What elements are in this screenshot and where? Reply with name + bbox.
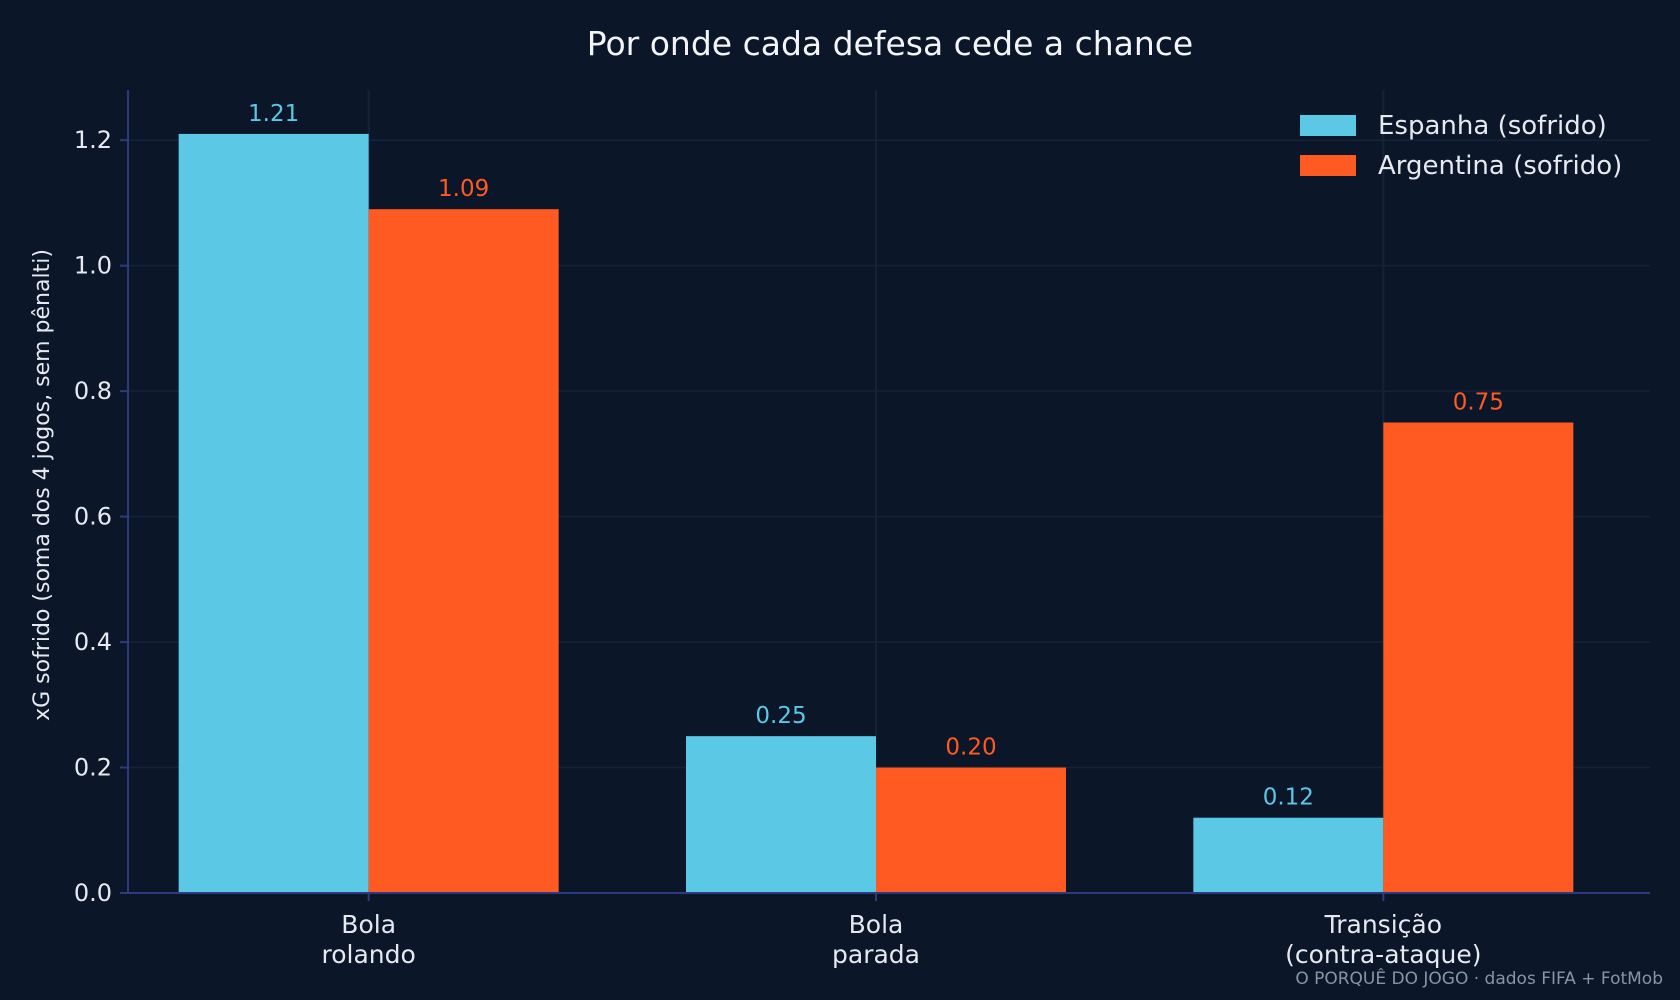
legend-swatch: [1300, 155, 1356, 176]
y-tick-label: 0.0: [74, 879, 112, 907]
x-tick-label-line: Transição: [1324, 910, 1442, 939]
bars-layer: [178, 133, 1574, 893]
y-tick-label: 0.4: [74, 628, 112, 656]
bar-espanha: [686, 736, 876, 893]
x-tick-label-line: parada: [832, 940, 920, 969]
bar-argentina: [1383, 422, 1574, 893]
x-tick-label: Bola rolando: [322, 910, 416, 969]
x-tick-label-line: (contra-ataque): [1285, 940, 1481, 969]
value-label: 0.75: [1453, 389, 1504, 415]
bar-espanha: [1193, 817, 1384, 893]
legend-label: Argentina (sofrido): [1378, 151, 1622, 181]
value-label: 0.20: [945, 735, 996, 761]
value-label: 1.21: [248, 101, 299, 127]
bar-argentina: [368, 209, 559, 893]
value-label: 1.09: [438, 176, 489, 202]
y-tick-label: 1.0: [74, 252, 112, 280]
axes-layer: [120, 90, 1650, 901]
x-tick-label: Transição (contra-ataque): [1285, 910, 1481, 969]
legend-swatch: [1300, 115, 1356, 136]
bar-espanha: [178, 133, 369, 893]
x-tick-label-line: Bola: [341, 910, 396, 939]
legend: Espanha (sofrido) Argentina (sofrido): [1300, 111, 1622, 181]
footer-credit: O PORQUÊ DO JOGO · dados FIFA + FotMob: [1295, 967, 1663, 989]
legend-label: Espanha (sofrido): [1378, 111, 1607, 141]
x-tick-label-line: Bola: [849, 910, 904, 939]
y-tick-label: 1.2: [74, 126, 112, 154]
chart-title: Por onde cada defesa cede a chance: [587, 24, 1193, 63]
y-tick-label: 0.8: [74, 377, 112, 405]
y-tick-label: 0.6: [74, 503, 112, 531]
y-tick-label: 0.2: [74, 754, 112, 782]
value-label: 0.25: [755, 703, 806, 729]
x-tick-label: Bola parada: [832, 910, 920, 969]
x-tick-label-line: rolando: [322, 940, 416, 969]
bar-argentina: [876, 767, 1066, 893]
value-label: 0.12: [1263, 785, 1314, 811]
y-axis-label: xG sofrido (soma dos 4 jogos, sem pênalt…: [30, 249, 55, 721]
